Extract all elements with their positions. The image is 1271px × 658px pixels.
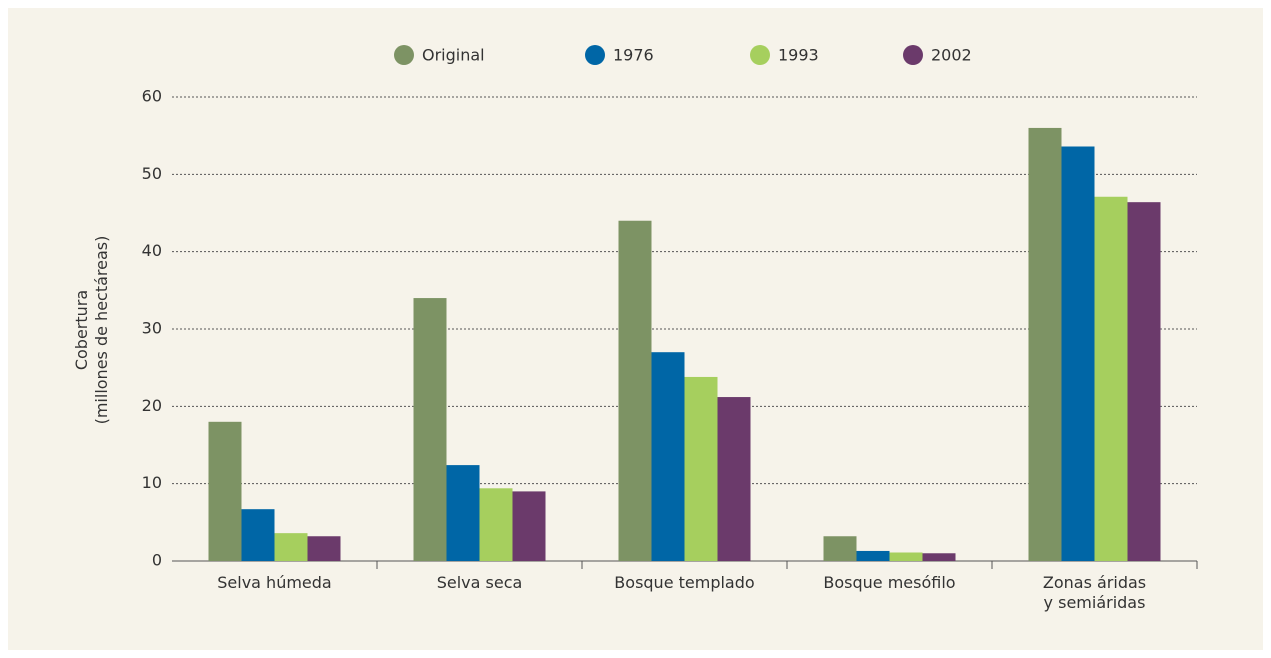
legend-label: 1993 — [778, 46, 819, 65]
bar — [1028, 127, 1062, 561]
legend-marker — [750, 45, 770, 65]
bar — [241, 509, 275, 561]
x-tick-label: Bosque templado — [614, 573, 755, 592]
y-tick-label: 0 — [152, 551, 162, 570]
x-tick-label: Selva húmeda — [217, 573, 332, 592]
y-tick-label: 10 — [142, 473, 162, 492]
bar — [651, 352, 685, 561]
legend-label: 2002 — [931, 46, 972, 65]
bar — [823, 536, 857, 561]
bar — [479, 488, 513, 561]
x-tick-label: Selva seca — [436, 573, 523, 592]
bar — [684, 376, 718, 561]
bar — [413, 298, 447, 561]
legend-label: Original — [422, 46, 485, 65]
bar — [1061, 146, 1095, 561]
bar — [512, 491, 546, 561]
y-tick-label: 50 — [142, 164, 162, 183]
legend-label: 1976 — [613, 46, 654, 65]
bar — [307, 536, 341, 561]
y-axis-label: Cobertura (millones de hectáreas) — [72, 235, 111, 425]
x-tick-label: Bosque mesófilo — [823, 573, 956, 592]
y-tick-label: 30 — [142, 319, 162, 338]
legend-marker — [585, 45, 605, 65]
legend-marker — [903, 45, 923, 65]
bar — [1094, 196, 1128, 561]
bar — [922, 553, 956, 561]
legend-marker — [394, 45, 414, 65]
bar — [1127, 202, 1161, 561]
bar — [618, 220, 652, 561]
bar — [274, 533, 308, 561]
bar — [446, 465, 480, 561]
bar — [856, 550, 890, 561]
bar — [889, 552, 923, 561]
y-tick-label: 40 — [142, 241, 162, 260]
y-tick-label: 60 — [142, 87, 162, 106]
bar — [717, 397, 751, 561]
y-tick-label: 20 — [142, 396, 162, 415]
x-tick-label: Zonas áridas y semiáridas — [1042, 573, 1147, 612]
bar — [208, 421, 242, 561]
